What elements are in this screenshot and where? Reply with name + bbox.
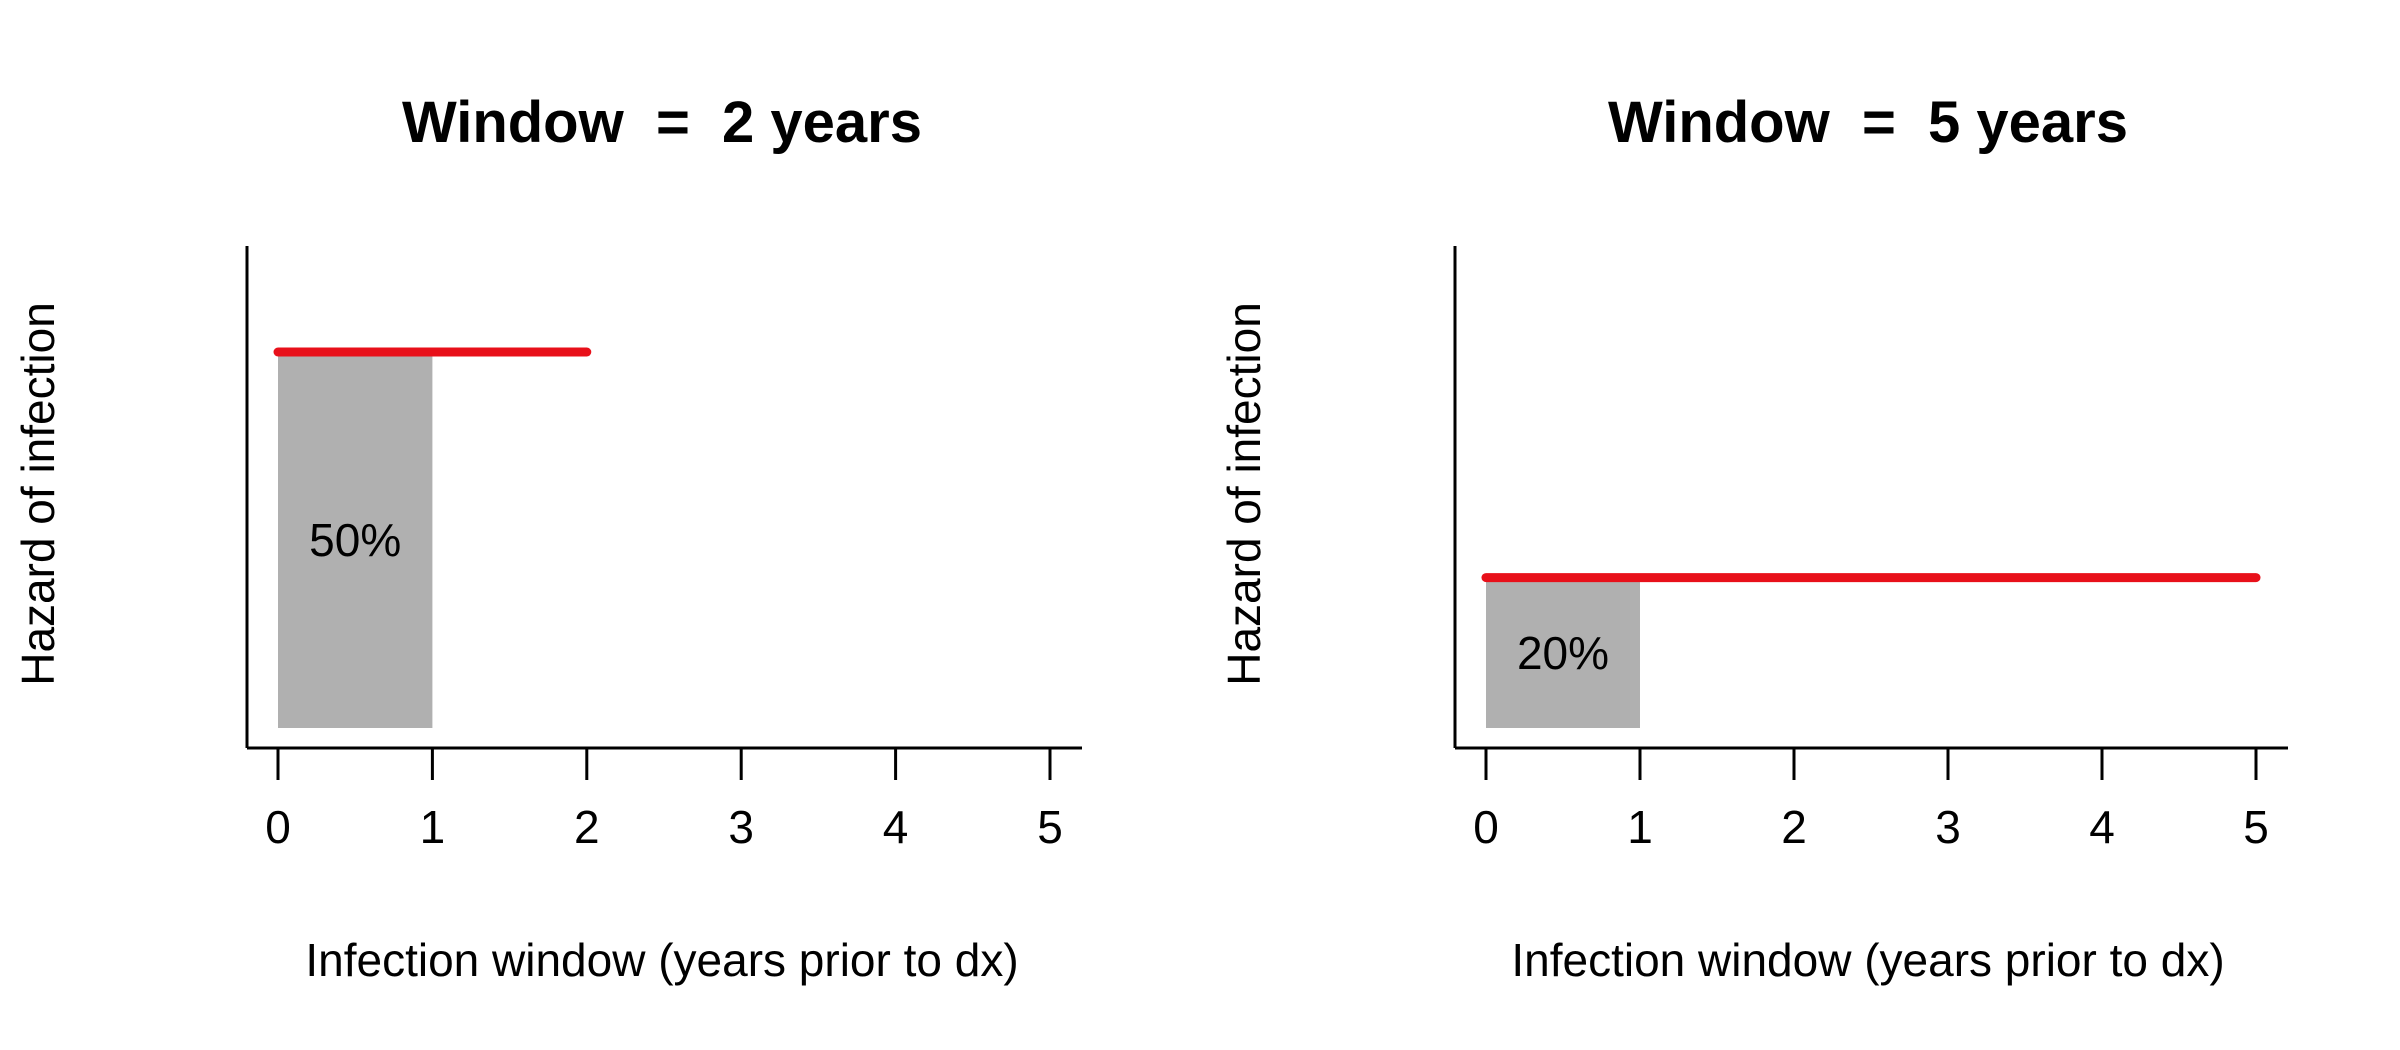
x-axis-label: Infection window (years prior to dx) [1511, 934, 2224, 986]
chart-title: Window = 5 years [1608, 90, 2128, 155]
x-tick-label: 4 [883, 801, 909, 853]
panel-window-2-years: Window = 2 years Hazard of infection Inf… [12, 90, 1082, 986]
shaded-interval-box [1486, 577, 1640, 728]
x-tick-label: 1 [420, 801, 446, 853]
panel-window-5-years: Window = 5 years Hazard of infection Inf… [1218, 90, 2288, 986]
y-axis-label: Hazard of infection [12, 302, 64, 686]
x-tick-label: 0 [1473, 801, 1499, 853]
shaded-percent-label: 20% [1517, 627, 1609, 679]
axes: 0 1 2 3 4 5 [245, 246, 1082, 853]
x-tick-label: 2 [1781, 801, 1807, 853]
shaded-percent-label: 50% [309, 514, 401, 566]
y-axis-label: Hazard of infection [1218, 302, 1270, 686]
x-tick-label: 5 [2243, 801, 2269, 853]
x-tick-label: 5 [1037, 801, 1063, 853]
plot-area: 20% [1481, 573, 2261, 728]
x-axis-label: Infection window (years prior to dx) [305, 934, 1018, 986]
shaded-interval-box [278, 352, 433, 728]
x-tick-label: 3 [728, 801, 754, 853]
axes: 0 1 2 3 4 5 [1453, 246, 2288, 853]
x-tick-label: 2 [574, 801, 600, 853]
plot-area: 50% [273, 347, 592, 728]
x-tick-label: 4 [2089, 801, 2115, 853]
x-tick-label: 0 [265, 801, 291, 853]
chart-title: Window = 2 years [402, 90, 922, 155]
x-tick-label: 3 [1935, 801, 1961, 853]
x-tick-label: 1 [1627, 801, 1653, 853]
